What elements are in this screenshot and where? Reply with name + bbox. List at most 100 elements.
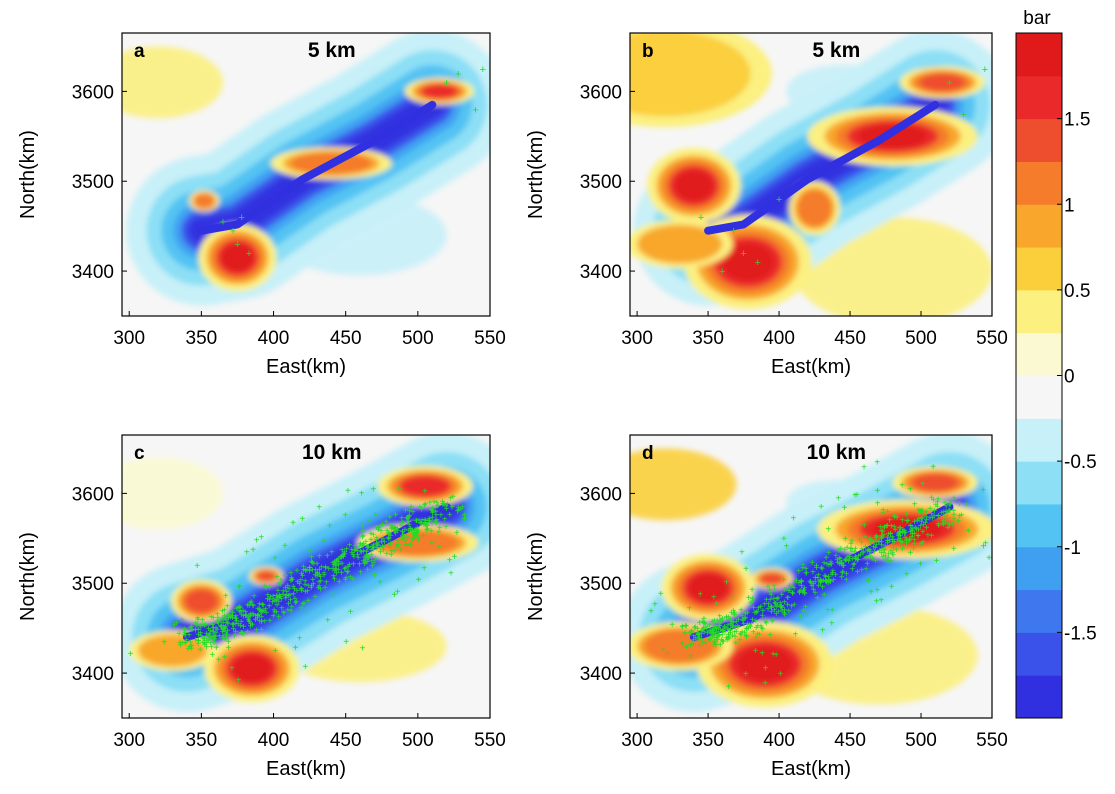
earthquake-marker: +	[342, 510, 348, 521]
earthquake-marker: +	[277, 592, 283, 603]
earthquake-marker: +	[364, 551, 370, 562]
earthquake-marker: +	[364, 552, 370, 563]
earthquake-marker: +	[412, 531, 418, 542]
earthquake-marker: +	[401, 533, 407, 544]
earthquake-marker: +	[255, 604, 261, 615]
earthquake-marker: +	[331, 561, 337, 572]
earthquake-marker: +	[182, 638, 188, 649]
earthquake-marker: +	[698, 212, 704, 224]
earthquake-marker: +	[362, 553, 368, 564]
earthquake-marker: +	[424, 520, 430, 531]
earthquake-marker: +	[443, 522, 449, 533]
x-tick-label: 350	[692, 328, 724, 349]
x-axis-label: East(km)	[266, 758, 346, 780]
earthquake-marker: +	[235, 620, 241, 631]
earthquake-marker: +	[852, 547, 858, 558]
earthquake-marker: +	[853, 554, 859, 565]
earthquake-marker: +	[776, 194, 782, 206]
earthquake-marker: +	[900, 544, 906, 555]
panel-c: ++++++++++++++++++++++++++++++++++++++++…	[17, 434, 506, 780]
earthquake-marker: +	[322, 583, 328, 594]
earthquake-marker: +	[431, 497, 437, 508]
earthquake-marker: +	[796, 578, 802, 589]
earthquake-marker: +	[730, 226, 736, 238]
earthquake-marker: +	[273, 591, 279, 602]
earthquake-marker: +	[370, 484, 376, 495]
stress-lobe	[925, 75, 960, 89]
earthquake-marker: +	[434, 519, 440, 530]
earthquake-marker: +	[866, 545, 872, 556]
y-tick-label: 3500	[580, 172, 622, 193]
earthquake-marker: +	[956, 512, 962, 523]
earthquake-marker: +	[934, 556, 940, 567]
earthquake-marker: +	[201, 634, 207, 645]
earthquake-marker: +	[339, 559, 345, 570]
earthquake-marker: +	[222, 624, 228, 635]
earthquake-marker: +	[775, 607, 781, 618]
earthquake-marker: +	[244, 547, 250, 558]
earthquake-marker: +	[358, 567, 364, 578]
earthquake-marker: +	[418, 518, 424, 529]
earthquake-marker: +	[709, 617, 715, 628]
earthquake-marker: +	[361, 547, 367, 558]
earthquake-marker: +	[172, 620, 178, 631]
earthquake-marker: +	[883, 522, 889, 533]
earthquake-marker: +	[895, 536, 901, 547]
earthquake-marker: +	[316, 503, 322, 514]
earthquake-marker: +	[437, 523, 443, 534]
earthquake-marker: +	[375, 541, 381, 552]
earthquake-marker: +	[235, 603, 241, 614]
earthquake-marker: +	[206, 631, 212, 642]
stress-lobe	[425, 86, 454, 97]
y-tick-label: 3400	[72, 664, 114, 685]
earthquake-marker: +	[721, 637, 727, 648]
earthquake-marker: +	[318, 584, 324, 595]
earthquake-marker: +	[874, 597, 880, 608]
earthquake-marker: +	[698, 627, 704, 638]
earthquake-marker: +	[808, 578, 814, 589]
earthquake-marker: +	[824, 577, 830, 588]
earthquake-marker: +	[724, 578, 730, 589]
earthquake-marker: +	[935, 519, 941, 530]
earthquake-marker: +	[247, 610, 253, 621]
earthquake-marker: +	[400, 527, 406, 538]
earthquake-marker: +	[266, 595, 272, 606]
earthquake-marker: +	[333, 561, 339, 572]
earthquake-marker: +	[919, 514, 925, 525]
stress-field: ++++++++++++++++++++++++++++++++++++++++…	[122, 435, 490, 718]
earthquake-marker: +	[363, 555, 369, 566]
earthquake-marker: +	[318, 577, 324, 588]
earthquake-marker: +	[929, 493, 935, 504]
earthquake-marker: +	[339, 545, 345, 556]
y-tick-label: 3400	[580, 262, 622, 283]
earthquake-marker: +	[293, 643, 299, 654]
earthquake-marker: +	[718, 616, 724, 627]
earthquake-marker: +	[303, 566, 309, 577]
earthquake-marker: +	[194, 620, 200, 631]
earthquake-marker: +	[700, 625, 706, 636]
earthquake-marker: +	[364, 547, 370, 558]
earthquake-marker: +	[917, 521, 923, 532]
earthquake-marker: +	[290, 582, 296, 593]
earthquake-marker: +	[732, 632, 738, 643]
earthquake-marker: +	[707, 626, 713, 637]
earthquake-marker: +	[224, 630, 230, 641]
x-tick-label: 400	[763, 328, 795, 349]
earthquake-marker: +	[294, 597, 300, 608]
earthquake-marker: +	[439, 497, 445, 508]
earthquake-marker: +	[262, 605, 268, 616]
earthquake-marker: +	[358, 540, 364, 551]
colorbar-swatch	[1016, 418, 1062, 462]
earthquake-marker: +	[934, 502, 940, 513]
earthquake-marker: +	[330, 558, 336, 569]
earthquake-marker: +	[726, 635, 732, 646]
earthquake-marker: +	[861, 463, 867, 474]
earthquake-marker: +	[692, 622, 698, 633]
earthquake-marker: +	[233, 611, 239, 622]
earthquake-marker: +	[196, 636, 202, 647]
earthquake-marker: +	[369, 556, 375, 567]
earthquake-marker: +	[225, 626, 231, 637]
earthquake-marker: +	[192, 635, 198, 646]
earthquake-marker: +	[309, 581, 315, 592]
earthquake-marker: +	[745, 623, 751, 634]
